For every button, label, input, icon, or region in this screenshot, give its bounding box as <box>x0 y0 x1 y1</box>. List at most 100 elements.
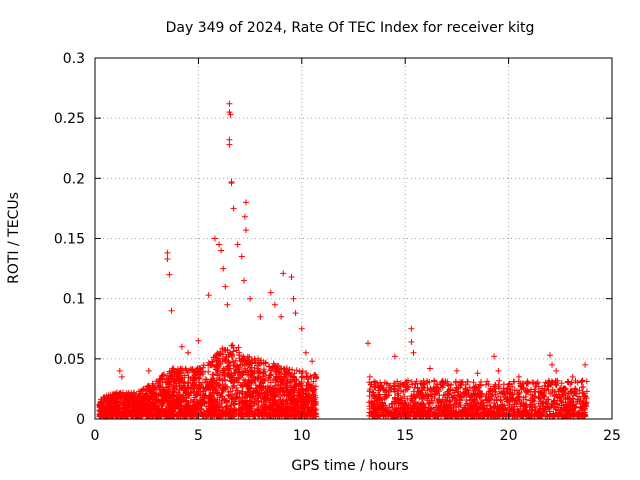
roti-point <box>245 361 252 368</box>
roti-point <box>478 378 484 385</box>
roti-point <box>243 227 249 234</box>
roti-point <box>164 249 171 256</box>
roti-point <box>303 370 310 376</box>
data-points <box>96 100 590 420</box>
roti-point <box>280 270 287 277</box>
roti-point <box>530 379 537 386</box>
roti-point <box>212 411 219 418</box>
roti-point <box>188 408 195 415</box>
roti-point <box>382 393 388 400</box>
roti-point <box>305 381 312 388</box>
roti-point <box>367 373 373 380</box>
roti-point <box>271 301 278 308</box>
roti-point <box>120 412 127 418</box>
roti-point <box>149 392 156 399</box>
roti-point <box>254 398 261 405</box>
roti-point <box>181 379 188 385</box>
roti-point <box>279 392 286 399</box>
roti-point <box>481 409 488 416</box>
roti-point <box>285 373 291 380</box>
y-tick-label: 0.2 <box>63 171 85 187</box>
roti-point <box>487 385 494 392</box>
roti-point <box>182 411 189 418</box>
x-axis-label: GPS time / hours <box>291 458 408 474</box>
roti-point <box>114 413 121 419</box>
roti-point <box>469 399 476 406</box>
roti-point <box>582 393 589 400</box>
roti-point <box>170 392 177 399</box>
roti-point <box>293 376 300 383</box>
roti-point <box>228 352 235 359</box>
roti-point <box>391 353 398 360</box>
roti-point <box>575 410 582 416</box>
roti-point <box>310 378 317 385</box>
roti-point <box>435 388 442 395</box>
roti-point <box>97 408 104 415</box>
roti-point <box>300 393 307 400</box>
roti-point <box>159 397 166 404</box>
roti-point <box>504 390 511 397</box>
roti-point <box>251 378 258 384</box>
roti-point <box>200 397 207 404</box>
roti-point <box>469 409 476 416</box>
roti-point <box>293 367 300 374</box>
roti-point <box>135 408 142 415</box>
roti-point <box>414 385 421 392</box>
roti-point <box>422 408 429 415</box>
roti-point <box>505 381 512 388</box>
roti-point <box>217 350 224 357</box>
roti-point <box>230 383 237 389</box>
roti-point <box>311 400 318 407</box>
roti-point <box>167 386 173 393</box>
roti-point <box>533 380 540 387</box>
roti-point <box>579 377 586 384</box>
roti-point <box>570 399 577 405</box>
roti-point <box>136 391 143 398</box>
roti-point <box>418 387 425 394</box>
roti-point <box>221 372 228 379</box>
roti-point <box>136 402 143 408</box>
roti-point <box>376 395 383 402</box>
roti-point <box>511 378 518 385</box>
roti-point <box>552 378 559 385</box>
roti-point <box>146 411 153 418</box>
roti-point <box>152 403 159 410</box>
roti-point <box>310 391 317 398</box>
roti-point <box>531 388 538 395</box>
roti-point <box>462 385 469 392</box>
roti-point <box>168 307 175 314</box>
roti-point <box>304 409 310 416</box>
grid-lines <box>95 58 612 419</box>
roti-point <box>535 411 542 418</box>
roti-point <box>127 397 133 404</box>
roti-point <box>209 407 215 414</box>
roti-point <box>165 406 172 412</box>
roti-point <box>430 384 437 391</box>
roti-point <box>436 397 443 404</box>
roti-point <box>470 412 477 419</box>
roti-point <box>524 388 531 395</box>
roti-point <box>494 402 501 409</box>
roti-point <box>169 374 176 380</box>
roti-point <box>235 375 241 382</box>
roti-point <box>309 411 316 418</box>
roti-point <box>243 199 249 206</box>
roti-point <box>162 395 169 402</box>
roti-point <box>214 403 221 410</box>
roti-point <box>218 247 225 254</box>
roti-point <box>549 361 555 368</box>
roti-point <box>417 412 424 419</box>
roti-point <box>497 390 504 397</box>
roti-point <box>404 386 411 393</box>
roti-point <box>451 389 458 396</box>
roti-point <box>282 407 288 413</box>
roti-point <box>257 369 264 376</box>
roti-point <box>375 387 382 394</box>
roti-point <box>477 389 483 395</box>
roti-point <box>256 384 263 390</box>
roti-point <box>290 373 297 380</box>
roti-point <box>220 406 227 413</box>
roti-point <box>572 377 579 384</box>
roti-point <box>492 389 499 395</box>
roti-point <box>178 405 185 412</box>
